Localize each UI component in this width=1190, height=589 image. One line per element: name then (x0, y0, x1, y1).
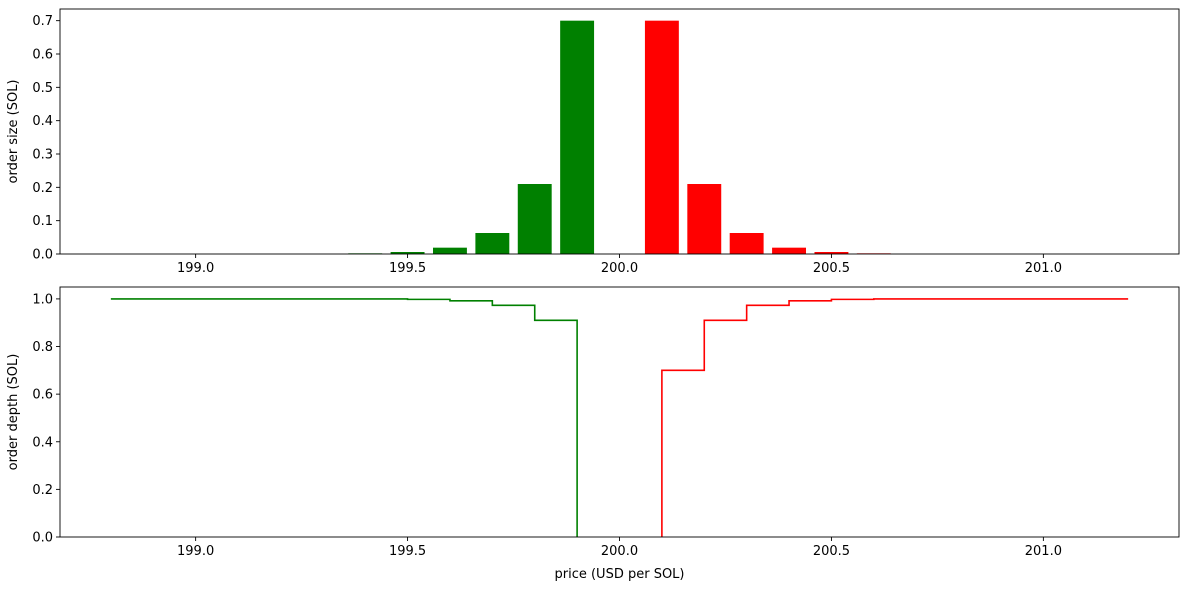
y-axis-label: order size (SOL) (6, 79, 21, 183)
x-tick-label: 199.5 (389, 261, 426, 276)
y-tick-label: 0.4 (32, 435, 53, 450)
x-tick-label: 201.0 (1025, 261, 1062, 276)
y-tick-label: 0.1 (32, 214, 53, 229)
ask-bar (644, 20, 679, 255)
bid-bar (560, 20, 595, 255)
axes-frame (59, 286, 1180, 538)
ask-bar (687, 184, 722, 254)
y-tick-label: 0.6 (32, 48, 53, 63)
x-tick-label: 200.0 (601, 261, 638, 276)
x-tick-label: 200.5 (813, 261, 850, 276)
y-tick-label: 0.0 (32, 531, 53, 546)
x-tick-label: 199.5 (389, 544, 426, 559)
y-tick-label: 1.0 (32, 292, 53, 307)
y-tick-label: 0.7 (32, 14, 53, 29)
y-tick-label: 0.0 (32, 248, 53, 263)
x-tick-label: 200.0 (601, 544, 638, 559)
ask-bar (772, 247, 806, 254)
ask-bar (729, 233, 764, 254)
bid-bar (390, 252, 425, 254)
bid-bar (517, 184, 552, 254)
x-tick-label: 199.0 (177, 261, 214, 276)
x-tick-label: 201.0 (1025, 544, 1062, 559)
y-tick-label: 0.4 (32, 114, 53, 129)
y-tick-label: 0.2 (32, 483, 53, 498)
ask-bar (814, 252, 849, 254)
x-tick-label: 199.0 (177, 544, 214, 559)
subplot-2: 199.0 199.5 200.0 200.5 201.0 0.0 0.2 0.4 0.6 0.8… (6, 286, 1180, 582)
y-tick-label: 0.2 (32, 181, 53, 196)
bid-bar (433, 247, 467, 254)
x-axis-label: price (USD per SOL) (555, 567, 685, 582)
x-tick-label: 200.5 (813, 544, 850, 559)
axes-frame (59, 8, 1180, 255)
y-tick-label: 0.6 (32, 388, 53, 403)
y-tick-label: 0.5 (32, 81, 53, 96)
y-tick-label: 0.3 (32, 148, 53, 163)
bid-depth-line (110, 298, 578, 537)
bid-bar (475, 233, 510, 254)
ask-depth-line (661, 298, 1129, 537)
y-tick-label: 0.8 (32, 340, 53, 355)
y-axis-label: order depth (SOL) (6, 354, 21, 471)
subplot-1: 199.0 199.5 200.0 200.5 201.0 0.0 0.1 0.2 0.3 0.4… (6, 8, 1180, 276)
